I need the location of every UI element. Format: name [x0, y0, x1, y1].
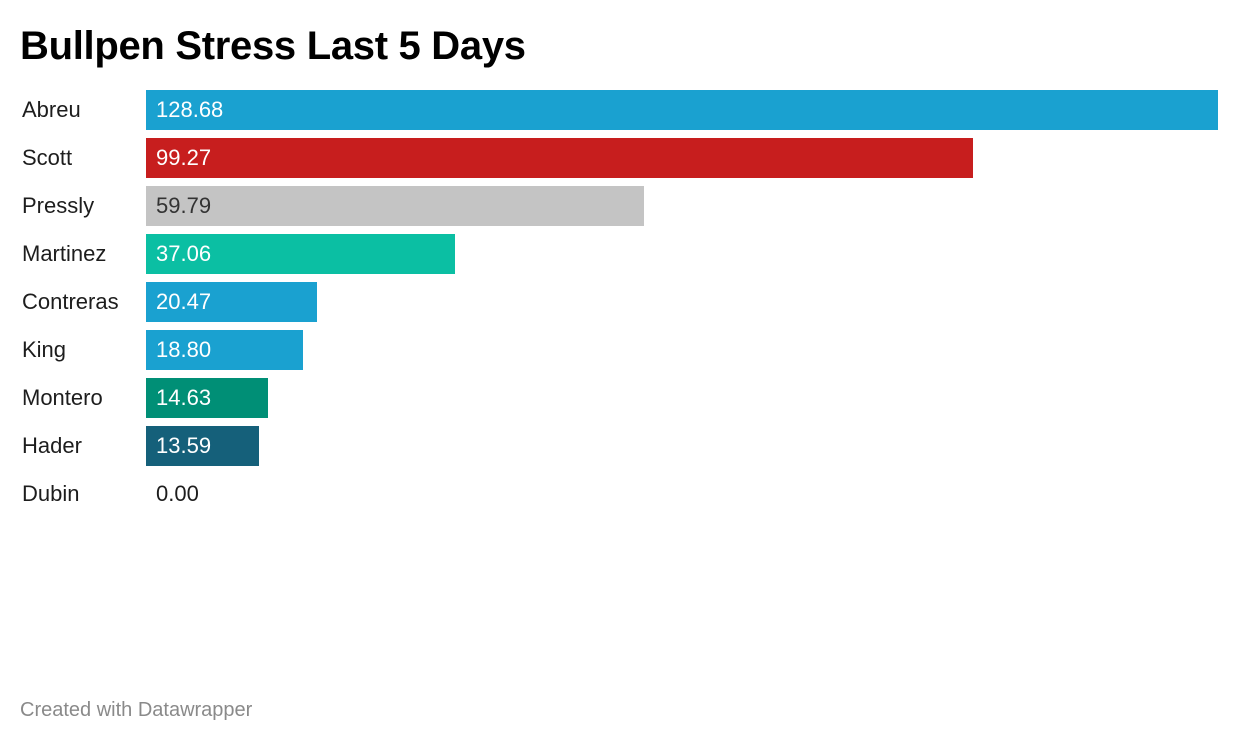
- bar-row: Pressly 59.79: [0, 186, 1240, 226]
- bar-row: Martinez 37.06: [0, 234, 1240, 274]
- value-label: 99.27: [156, 145, 212, 170]
- bar: [146, 186, 644, 226]
- bar-row: Contreras 20.47: [0, 282, 1240, 322]
- value-label: 13.59: [156, 433, 212, 458]
- category-label: Hader: [22, 433, 82, 458]
- value-label: 14.63: [156, 385, 212, 410]
- bar: [146, 378, 268, 418]
- bar: [146, 90, 1218, 130]
- category-label: Pressly: [22, 193, 95, 218]
- value-label: 59.79: [156, 193, 212, 218]
- bar-row: Montero 14.63: [0, 378, 1240, 418]
- category-label: King: [22, 337, 67, 362]
- bar-chart: Abreu 128.68 Scott 99.27 Pressly 59.79 Martine…: [0, 90, 1240, 522]
- bar-row: King 18.80: [0, 330, 1240, 370]
- bar: [146, 426, 259, 466]
- value-label: 0.00: [156, 481, 199, 506]
- bar: [146, 138, 973, 178]
- bar: [146, 234, 455, 274]
- chart-title: Bullpen Stress Last 5 Days: [20, 24, 526, 68]
- value-label: 20.47: [156, 289, 212, 314]
- category-label: Montero: [22, 385, 103, 410]
- category-label: Dubin: [22, 481, 80, 506]
- category-label: Martinez: [22, 241, 107, 266]
- value-label: 18.80: [156, 337, 212, 362]
- value-label: 37.06: [156, 241, 212, 266]
- value-label: 128.68: [156, 97, 224, 122]
- bar-row: Abreu 128.68: [0, 90, 1240, 130]
- bar: [146, 282, 317, 322]
- category-label: Abreu: [22, 97, 81, 122]
- bar: [146, 330, 303, 370]
- category-label: Contreras: [22, 289, 119, 314]
- bar-row: Dubin 0.00: [0, 474, 1240, 514]
- category-label: Scott: [22, 145, 73, 170]
- bar-row: Hader 13.59: [0, 426, 1240, 466]
- bar-row: Scott 99.27: [0, 138, 1240, 178]
- credit-footer[interactable]: Created with Datawrapper: [20, 699, 253, 721]
